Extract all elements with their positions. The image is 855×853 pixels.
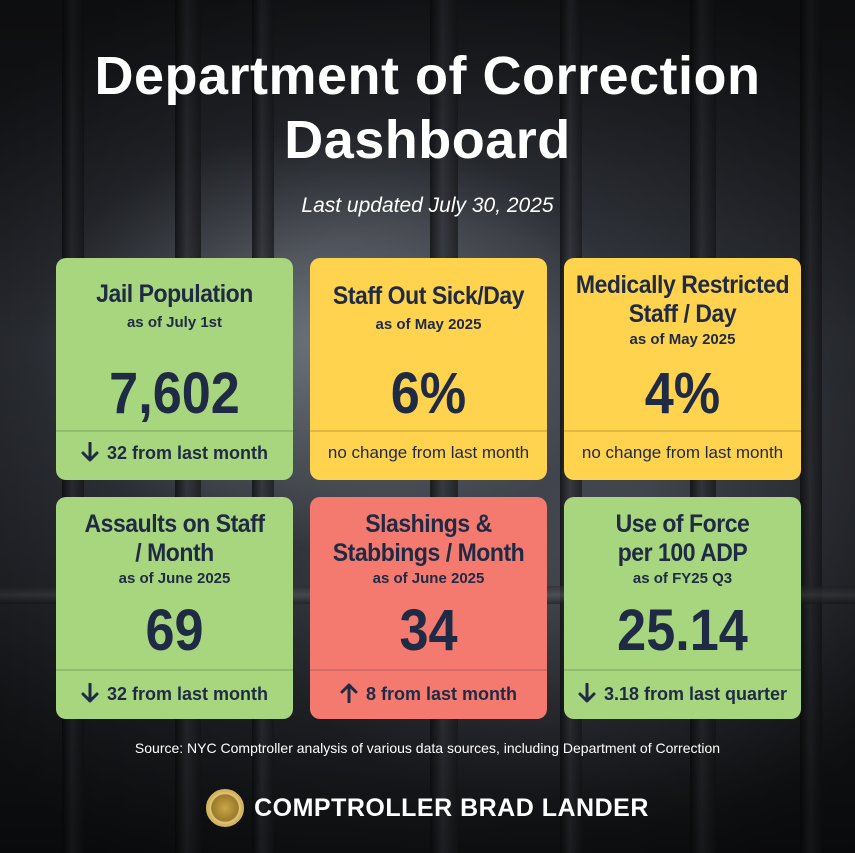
card-footer: no change from last month	[581, 443, 784, 462]
brand-name: COMPTROLLER BRAD LANDER	[254, 793, 649, 822]
card-value: 7,602	[109, 361, 240, 426]
card-subtitle: as of June 2025	[118, 570, 231, 587]
card-title: Use of Force	[615, 510, 750, 538]
card-jail-population: Jail Population as of July 1st 7,602 32 …	[56, 258, 293, 480]
card-value: 6%	[390, 361, 467, 426]
card-use-of-force: Use of Force per 100 ADP as of FY25 Q3 2…	[564, 497, 801, 719]
card-title-line2: per 100 ADP	[617, 539, 748, 567]
card-subtitle: as of July 1st	[126, 314, 223, 331]
card-title: Jail Population	[96, 280, 253, 308]
card-assaults-on-staff: Assaults on Staff / Month as of June 202…	[56, 497, 293, 719]
card-value: 69	[145, 598, 204, 663]
card-title: Staff Out Sick/Day	[332, 282, 525, 310]
arrow-down-icon	[81, 683, 99, 703]
card-footer: 32 from last month	[56, 683, 293, 705]
card-footer: 8 from last month	[310, 683, 547, 705]
card-title: Assaults on Staff	[84, 510, 265, 538]
card-footer: 32 from last month	[56, 442, 293, 464]
card-title-line2: Staff / Day	[628, 300, 737, 328]
card-subtitle: as of May 2025	[629, 331, 736, 348]
card-subtitle: as of June 2025	[372, 570, 485, 587]
card-staff-out-sick: Staff Out Sick/Day as of May 2025 6% no …	[310, 258, 547, 480]
last-updated: Last updated July 30, 2025	[301, 194, 554, 217]
card-title: Slashings &	[365, 510, 492, 538]
arrow-up-icon	[340, 683, 358, 703]
card-value: 34	[399, 598, 458, 663]
card-title: Medically Restricted	[575, 271, 790, 299]
card-subtitle: as of FY25 Q3	[632, 570, 733, 587]
arrow-down-icon	[81, 442, 99, 462]
card-value: 25.14	[617, 598, 748, 663]
card-slashings-stabbings: Slashings & Stabbings / Month as of June…	[310, 497, 547, 719]
card-subtitle: as of May 2025	[375, 316, 482, 333]
card-title-line2: / Month	[135, 539, 214, 567]
card-footer: no change from last month	[327, 443, 530, 462]
page-title: Department of Correction Dashboard	[94, 46, 761, 170]
card-value: 4%	[644, 361, 721, 426]
nyc-seal-icon	[206, 789, 245, 827]
arrow-down-icon	[578, 683, 596, 703]
source-note: Source: NYC Comptroller analysis of vari…	[134, 740, 721, 756]
brand-footer: COMPTROLLER BRAD LANDER	[0, 786, 855, 830]
card-footer: 3.18 from last quarter	[564, 683, 801, 705]
card-medically-restricted: Medically Restricted Staff / Day as of M…	[564, 258, 801, 480]
card-title-line2: Stabbings / Month	[332, 539, 525, 567]
